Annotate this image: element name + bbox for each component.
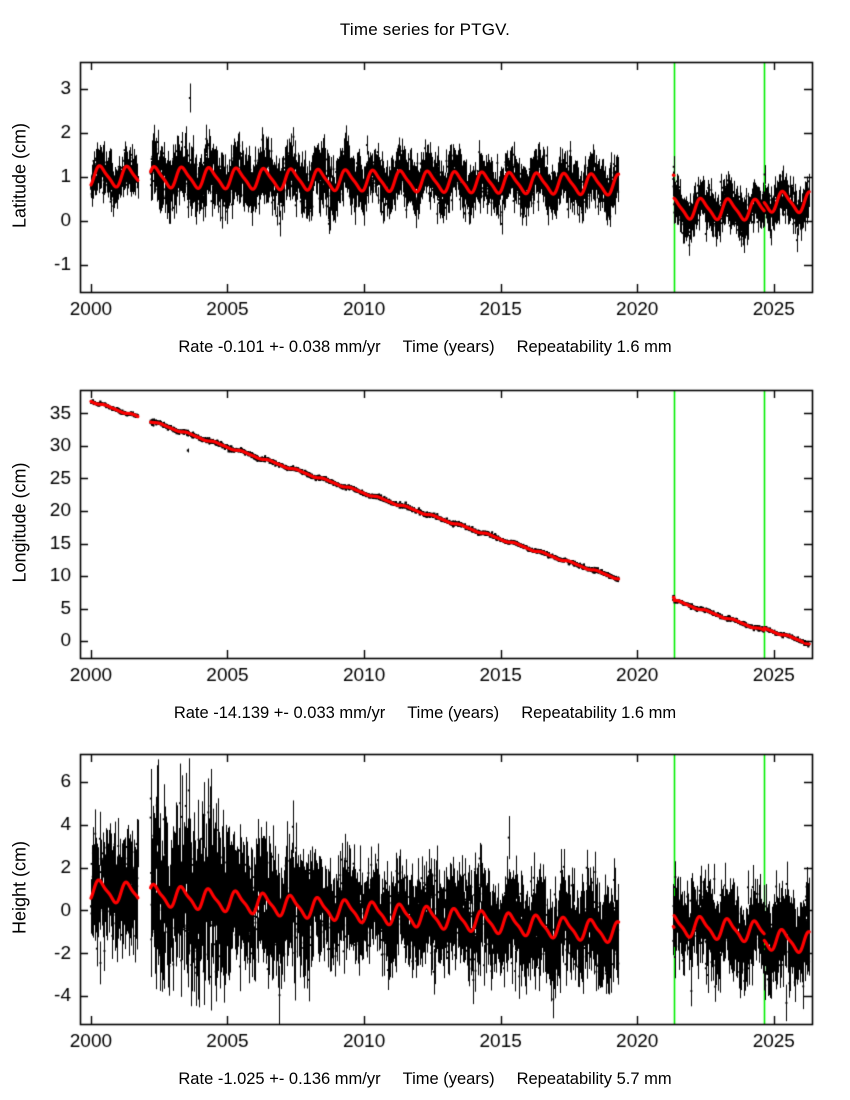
x-axis-label-longitude: Time (years)	[407, 704, 500, 722]
footer-height: Rate -1.025 +- 0.136 mm/yr Time (years) …	[0, 1070, 850, 1089]
footer-longitude: Rate -14.139 +- 0.033 mm/yr Time (years)…	[0, 704, 850, 723]
repeatability-text-longitude: Repeatability 1.6 mm	[521, 704, 677, 722]
rate-text-longitude: Rate -14.139 +- 0.033 mm/yr	[173, 704, 386, 722]
panel-height: Height (cm) Rate -1.025 +- 0.136 mm/yr T…	[0, 732, 850, 1100]
plot-canvas-longitude	[0, 366, 850, 732]
plot-canvas-latitude	[0, 0, 850, 366]
rate-text-height: Rate -1.025 +- 0.136 mm/yr	[178, 1070, 381, 1088]
y-axis-label-longitude: Longitude (cm)	[9, 462, 30, 583]
footer-latitude: Rate -0.101 +- 0.038 mm/yr Time (years) …	[0, 338, 850, 357]
y-axis-label-latitude: Latitude (cm)	[9, 122, 30, 229]
plot-canvas-height	[0, 732, 850, 1100]
repeatability-text-height: Repeatability 5.7 mm	[516, 1070, 672, 1088]
x-axis-label-height: Time (years)	[402, 1070, 495, 1088]
panel-longitude: Longitude (cm) Rate -14.139 +- 0.033 mm/…	[0, 366, 850, 732]
y-axis-label-height: Height (cm)	[9, 841, 30, 935]
rate-text-latitude: Rate -0.101 +- 0.038 mm/yr	[178, 338, 381, 356]
x-axis-label-latitude: Time (years)	[402, 338, 495, 356]
repeatability-text-latitude: Repeatability 1.6 mm	[516, 338, 672, 356]
panel-latitude: Latitude (cm) Rate -0.101 +- 0.038 mm/yr…	[0, 0, 850, 366]
